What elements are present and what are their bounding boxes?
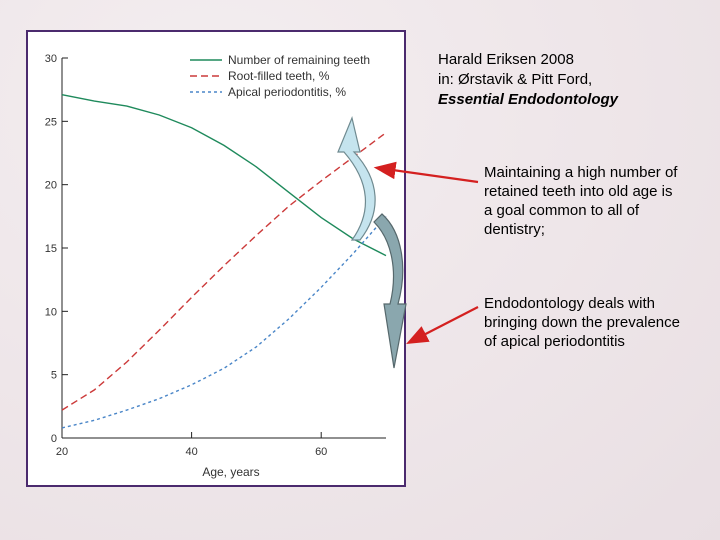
curved-arrow-upper	[337, 116, 376, 241]
legend-label: Root-filled teeth, %	[228, 69, 330, 83]
pointer-arrow-upper	[373, 161, 479, 184]
curved-arrow-lower	[373, 213, 407, 369]
y-tick-label: 25	[45, 116, 57, 128]
citation-source: in: Ørstavik & Pitt Ford,	[438, 71, 593, 88]
chart-frame	[26, 30, 406, 487]
x-tick-label: 20	[56, 446, 68, 458]
citation-book-title: Essential Endodontology	[438, 91, 619, 108]
y-tick-label: 0	[51, 433, 57, 445]
chart-axes: 0 5 10 15 20 25 30 20 40 60 Age, years	[45, 53, 386, 479]
decorations	[337, 116, 479, 369]
series-root-filled	[61, 132, 387, 411]
x-axis-label: Age, years	[202, 465, 259, 479]
bullet-retained-teeth: Maintaining a high number of retained te…	[484, 164, 678, 238]
citation-block: Harald Eriksen 2008 in: Ørstavik & Pitt …	[438, 50, 708, 110]
x-tick-label: 60	[315, 446, 327, 458]
bullet-apical-periodontitis: Endodontology deals with bringing down t…	[484, 295, 680, 350]
series-remaining-teeth	[61, 94, 387, 257]
y-tick-label: 5	[51, 370, 57, 382]
series-apical-periodontitis	[61, 215, 387, 429]
pointer-arrow-lower	[406, 306, 479, 345]
y-tick-label: 20	[45, 180, 57, 192]
x-tick-label: 40	[185, 446, 197, 458]
citation-author: Harald Eriksen 2008	[438, 51, 574, 68]
chart-legend: Number of remaining teeth Root-filled tee…	[190, 53, 370, 99]
legend-label: Apical periodontitis, %	[228, 85, 346, 99]
y-tick-label: 15	[45, 243, 57, 255]
y-tick-label: 30	[45, 53, 57, 65]
y-tick-label: 10	[45, 306, 57, 318]
legend-label: Number of remaining teeth	[228, 53, 370, 67]
chart-series	[61, 94, 387, 429]
